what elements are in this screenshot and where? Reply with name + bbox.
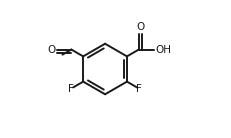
Text: F: F xyxy=(68,84,74,94)
Text: O: O xyxy=(136,22,144,32)
Text: O: O xyxy=(47,45,56,55)
Text: F: F xyxy=(136,84,141,94)
Text: OH: OH xyxy=(155,45,170,55)
